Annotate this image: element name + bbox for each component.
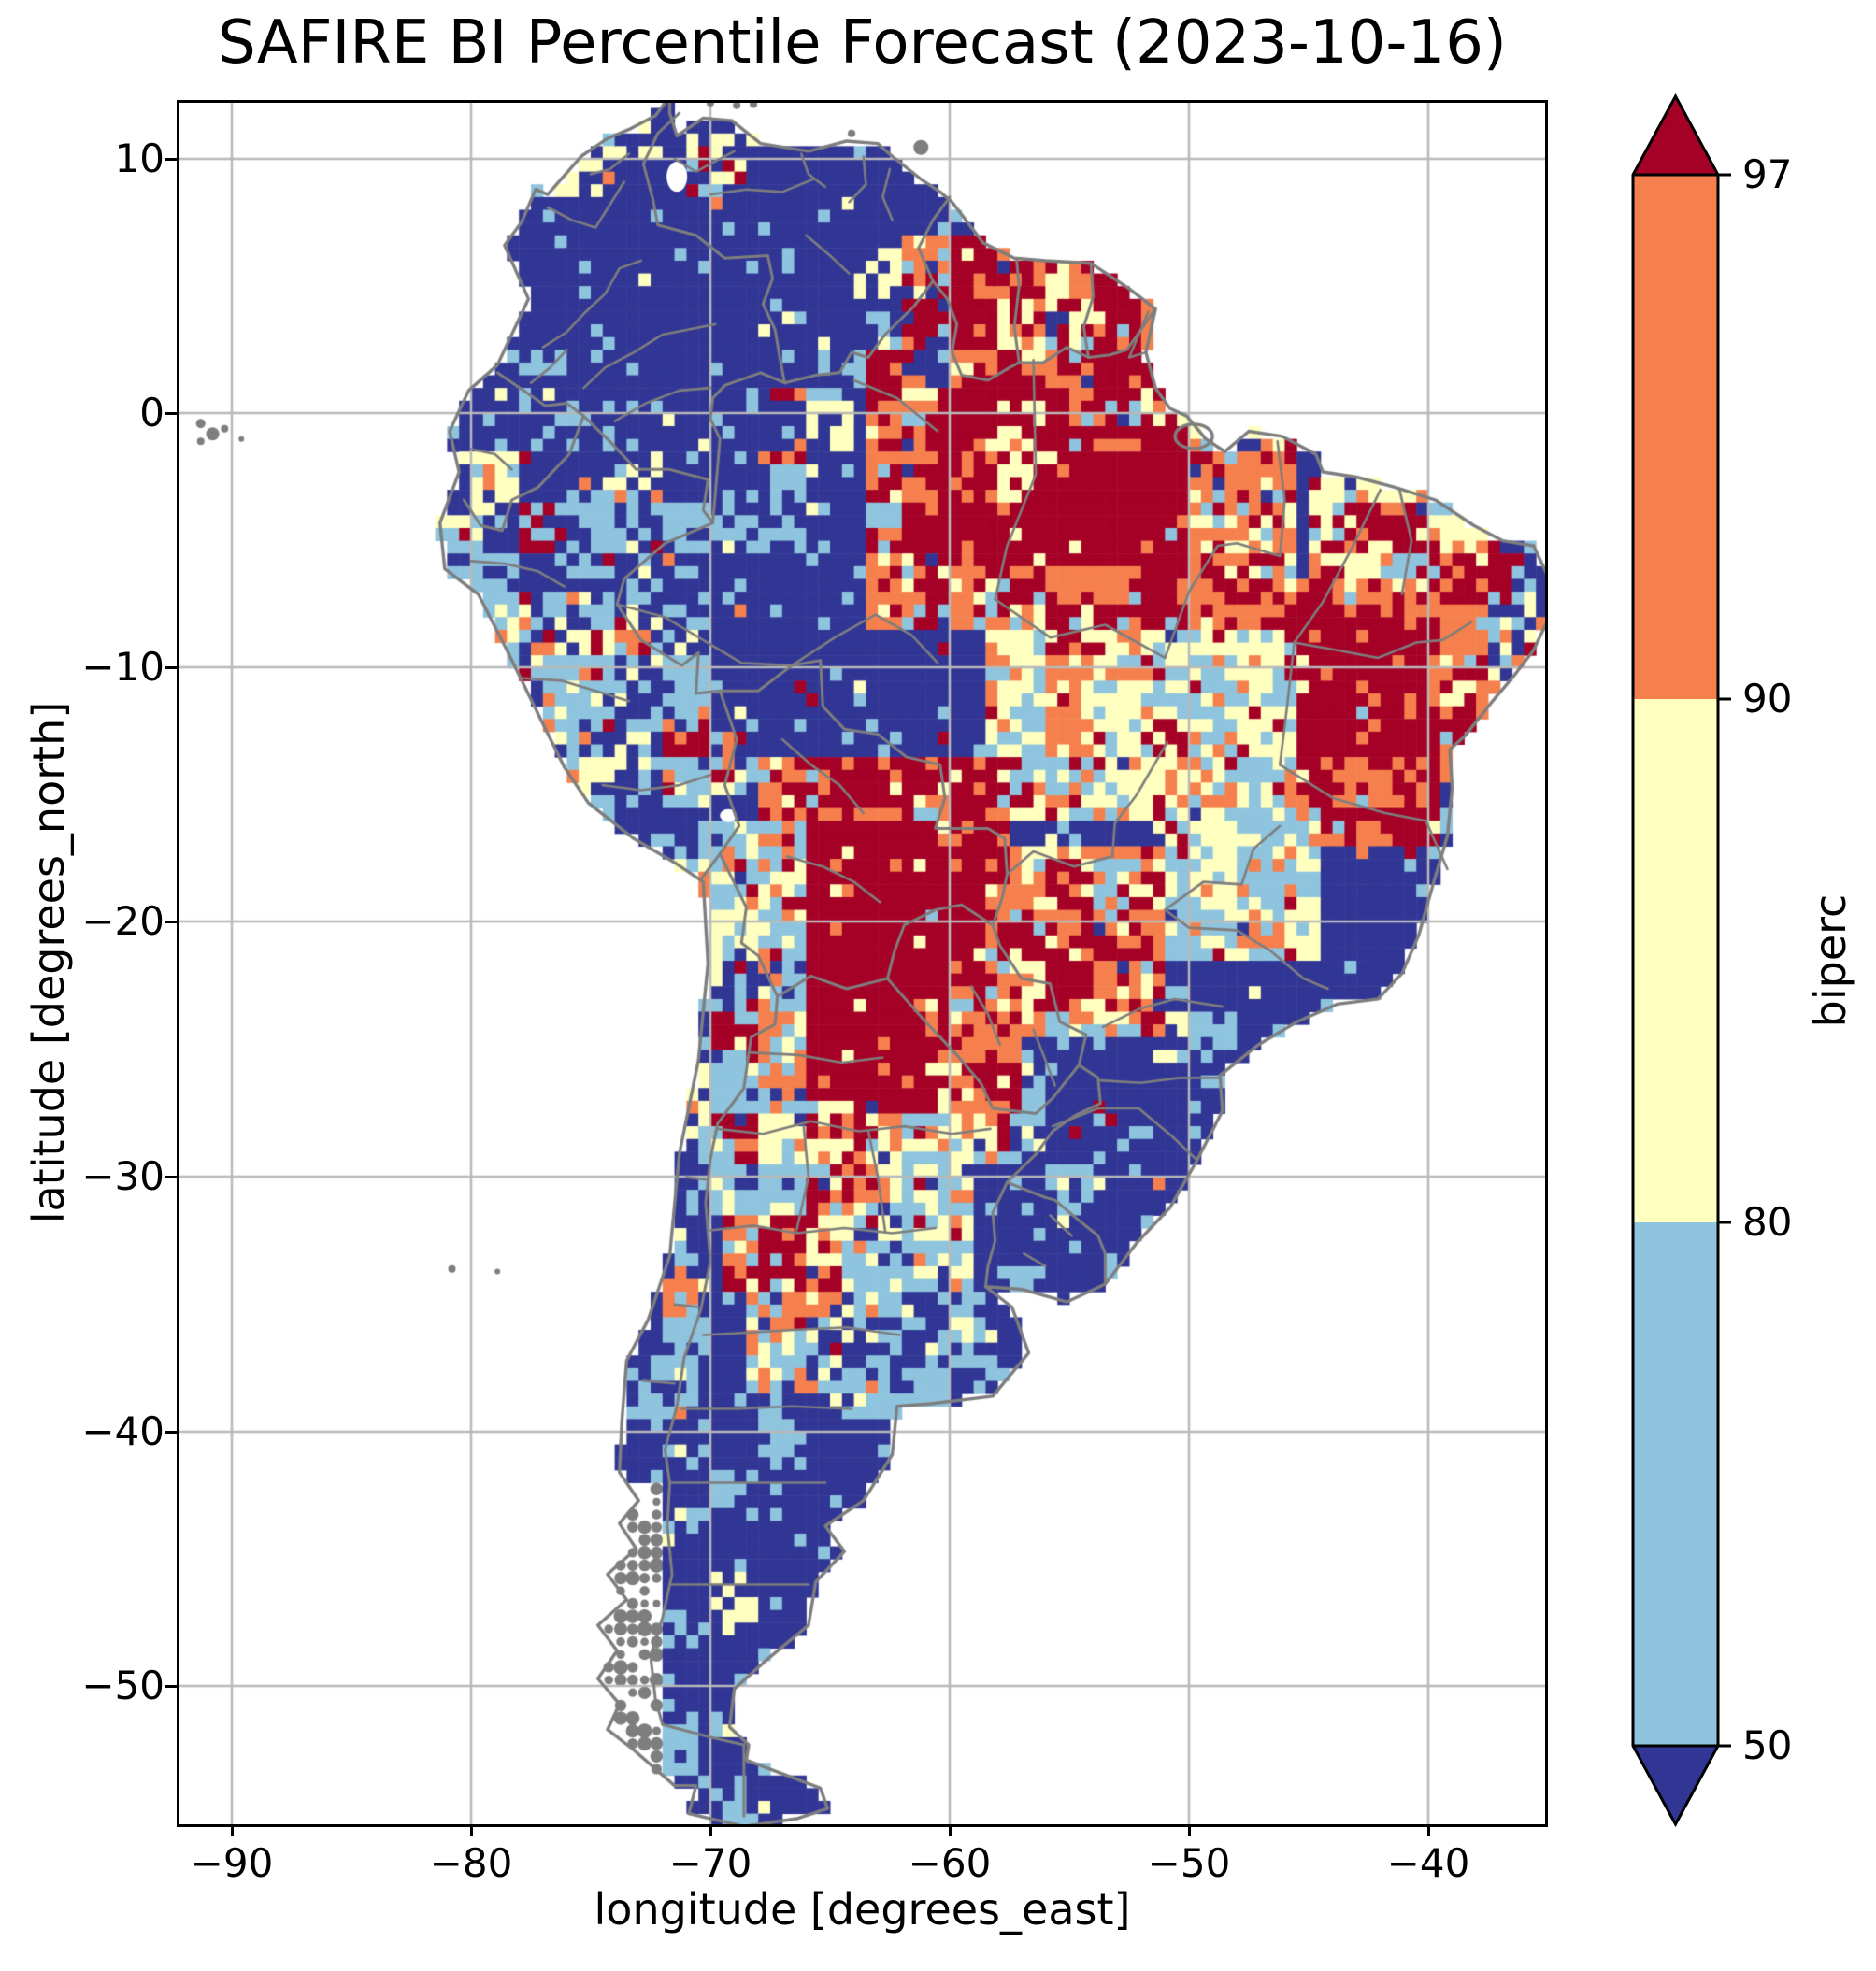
x-tick-mark [230,1825,234,1836]
colorbar-extend-max [1633,96,1718,175]
y-tick-mark [165,411,177,415]
colorbar-band-90-97 [1633,175,1718,699]
y-tick-label: 10 [114,136,165,181]
y-tick-label: −30 [81,1153,165,1199]
colorbar-tick-label: 80 [1742,1199,1793,1245]
y-tick-label: −40 [81,1408,165,1454]
x-tick-mark [948,1825,952,1836]
y-tick-mark [165,920,177,923]
colorbar-band-50-80 [1633,1222,1718,1746]
x-tick-mark [709,1825,712,1836]
x-tick-label: −50 [1147,1840,1231,1886]
colorbar-tick-label: 50 [1742,1722,1793,1768]
y-tick-label: −10 [81,644,165,690]
y-axis-label: latitude [degrees_north] [23,701,74,1224]
y-tick-label: −50 [81,1663,165,1708]
colorbar-tick-label: 90 [1742,676,1793,721]
colorbar-band-80-90 [1633,699,1718,1222]
colorbar-outline [1631,93,1720,1828]
colorbar [1631,93,1731,1828]
colorbar-tick-label: 97 [1742,151,1793,197]
x-tick-mark [1187,1825,1191,1836]
x-tick-label: −40 [1386,1840,1470,1886]
y-tick-mark [165,157,177,161]
x-tick-mark [1426,1825,1430,1836]
y-tick-mark [165,665,177,669]
x-axis-label: longitude [degrees_east] [594,1884,1131,1935]
y-tick-label: −20 [81,898,165,944]
colorbar-extend-min [1633,1746,1718,1824]
x-tick-label: −70 [668,1840,752,1886]
chart-title: SAFIRE BI Percentile Forecast (2023-10-1… [218,8,1507,78]
x-tick-label: −80 [429,1840,513,1886]
y-tick-mark [165,1684,177,1688]
colorbar-label: biperc [1805,893,1855,1028]
y-tick-label: 0 [139,390,165,436]
map-canvas [179,103,1545,1824]
y-tick-mark [165,1430,177,1434]
x-tick-label: −60 [908,1840,992,1886]
x-tick-label: −90 [190,1840,274,1886]
x-tick-mark [469,1825,473,1836]
y-tick-mark [165,1175,177,1178]
